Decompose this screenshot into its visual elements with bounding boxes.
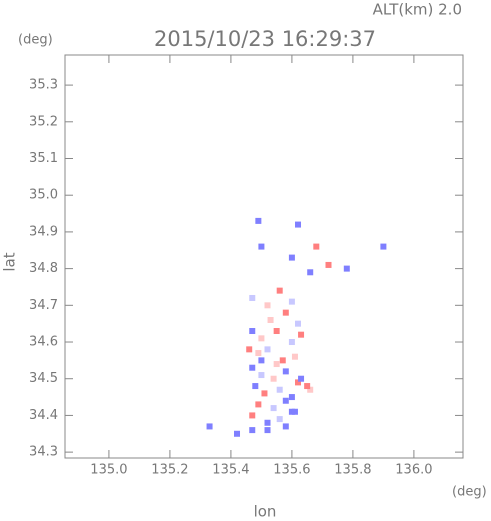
radar-pixel <box>282 309 289 316</box>
radar-pixel <box>255 350 262 357</box>
radar-pixel <box>206 423 213 430</box>
radar-pixel <box>258 335 265 342</box>
radar-pixel <box>252 383 259 390</box>
y-tick-label: 34.6 <box>29 335 58 350</box>
y-tick-label: 35.0 <box>29 188 58 203</box>
x-tick-label: 136.0 <box>395 463 432 478</box>
radar-pixel <box>295 221 302 228</box>
y-axis-label: lat <box>1 252 19 271</box>
x-axis-label: lon <box>254 503 277 521</box>
radar-pixel <box>298 331 305 338</box>
x-tick-label: 135.4 <box>212 463 249 478</box>
radar-pixel <box>288 254 295 261</box>
y-tick-label: 34.9 <box>29 224 58 239</box>
radar-pixel <box>276 287 283 294</box>
radar-pixel <box>288 339 295 346</box>
radar-pixel <box>264 346 271 353</box>
radar-pixel <box>258 243 265 250</box>
radar-pixel <box>264 419 271 426</box>
altitude: ALT(km) 2.0 <box>373 1 462 19</box>
radar-pixel <box>307 269 314 276</box>
y-unit: (deg) <box>18 33 53 48</box>
radar-pixel <box>255 401 262 408</box>
y-tick-label: 34.4 <box>29 408 58 423</box>
radar-pixel <box>295 379 302 386</box>
radar-pixel <box>264 302 271 309</box>
x-tick-label: 135.6 <box>273 463 310 478</box>
x-tick-label: 135.0 <box>90 463 127 478</box>
x-unit: (deg) <box>452 485 487 500</box>
radar-pixel <box>282 397 289 404</box>
radar-pixel <box>276 416 283 423</box>
radar-pixel <box>270 375 277 382</box>
radar-pixel <box>234 430 241 437</box>
radar-pixel <box>343 265 350 272</box>
radar-pixel <box>246 346 253 353</box>
radar-pixel <box>249 412 256 419</box>
radar-pixel <box>307 386 314 393</box>
plot-frame <box>64 54 464 459</box>
radar-pixel <box>298 375 305 382</box>
radar-pixel <box>249 328 256 335</box>
radar-pixel <box>291 408 298 415</box>
radar-pixel <box>325 261 332 268</box>
radar-pixel <box>273 361 280 368</box>
x-tick-label: 135.8 <box>334 463 371 478</box>
x-tick-label: 135.2 <box>151 463 188 478</box>
radar-pixel <box>270 405 277 412</box>
radar-pixel <box>264 427 271 434</box>
y-tick-label: 34.8 <box>29 261 58 276</box>
radar-pixel <box>258 357 265 364</box>
y-tick-label: 34.5 <box>29 371 58 386</box>
radar-pixel <box>282 368 289 375</box>
radar-pixel <box>288 408 295 415</box>
radar-pixel <box>249 294 256 301</box>
radar-pixel <box>276 386 283 393</box>
radar-pixel <box>313 243 320 250</box>
y-tick-label: 34.7 <box>29 298 58 313</box>
radar-pixel <box>304 383 311 390</box>
radar-pixel <box>380 243 387 250</box>
radar-pixel <box>273 328 280 335</box>
chart-title: 2015/10/23 16:29:37 <box>154 27 376 51</box>
radar-pixel <box>249 364 256 371</box>
y-tick-label: 35.1 <box>29 151 58 166</box>
radar-pixel <box>267 316 274 323</box>
radar-pixel <box>249 427 256 434</box>
radar-pixel <box>258 372 265 379</box>
radar-pixel <box>288 298 295 305</box>
radar-pixel <box>295 320 302 327</box>
y-tick-label: 34.3 <box>29 445 58 460</box>
radar-pixel <box>288 394 295 401</box>
radar-pixel <box>255 217 262 224</box>
y-tick-label: 35.2 <box>29 114 58 129</box>
radar-pixel <box>261 390 268 397</box>
y-tick-label: 35.3 <box>29 78 58 93</box>
radar-pixel <box>291 353 298 360</box>
radar-pixel <box>279 357 286 364</box>
radar-pixel <box>282 423 289 430</box>
